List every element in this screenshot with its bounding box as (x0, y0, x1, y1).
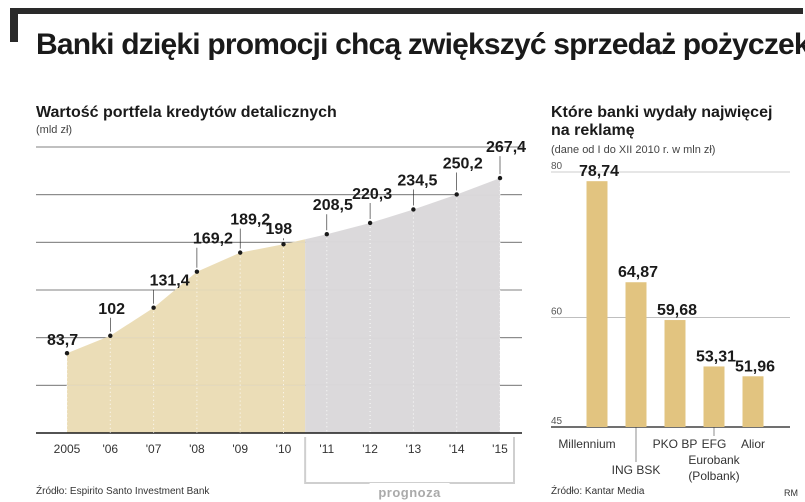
y-tick-label: 80 (551, 161, 563, 172)
x-tick-label: '15 (492, 442, 508, 456)
x-tick-label: '14 (449, 442, 465, 456)
value-label: 189,2 (230, 212, 270, 229)
x-tick-label: '06 (102, 442, 118, 456)
x-tick-label: '08 (189, 442, 205, 456)
data-point (498, 176, 502, 180)
value-label: 83,7 (47, 332, 78, 349)
value-label: 234,5 (397, 172, 437, 189)
data-point (195, 269, 199, 273)
value-label: 208,5 (313, 197, 353, 214)
bar-category-label: PKO BP (653, 437, 698, 451)
ads-source: Źródło: Kantar Media (551, 486, 644, 497)
bar-value-label: 53,31 (696, 348, 736, 365)
x-tick-label: 2005 (54, 442, 81, 456)
value-label: 102 (98, 301, 125, 318)
data-point (325, 232, 329, 236)
y-tick-label: 45 (551, 416, 563, 427)
bar (665, 320, 686, 427)
bar-value-label: 59,68 (657, 302, 697, 319)
portfolio-source: Źródło: Espirito Santo Investment Bank (36, 486, 209, 497)
bar-category-label: (Polbank) (688, 469, 739, 483)
data-point (281, 242, 285, 246)
area-forecast (305, 178, 500, 433)
bar-category-label: Eurobank (688, 453, 740, 467)
value-label: 131,4 (150, 273, 190, 290)
charts-canvas: 83,7 2005 102 '06 131,4 '07 169,2 '08 189,2 '09 19… (0, 0, 805, 502)
bar-category-label: Alior (741, 437, 765, 451)
value-label: 169,2 (193, 231, 233, 248)
bar-category-label: Millennium (558, 437, 615, 451)
bar (743, 376, 764, 427)
data-point (65, 351, 69, 355)
y-tick-label: 60 (551, 307, 563, 318)
bar-value-label: 51,96 (735, 358, 775, 375)
value-label: 220,3 (352, 186, 392, 203)
x-tick-label: '10 (276, 442, 292, 456)
bar (704, 366, 725, 427)
bar-category-label: EFG (702, 437, 727, 451)
x-tick-label: '13 (406, 442, 422, 456)
forecast-label: prognoza (378, 485, 441, 500)
data-point (151, 306, 155, 310)
bar-value-label: 64,87 (618, 264, 658, 281)
bar (626, 282, 647, 427)
data-point (108, 334, 112, 338)
value-label: 250,2 (443, 155, 483, 172)
bar (587, 181, 608, 427)
bar-value-label: 78,74 (579, 163, 619, 180)
data-point (411, 207, 415, 211)
data-point (455, 192, 459, 196)
x-tick-label: '09 (232, 442, 248, 456)
x-tick-label: '11 (319, 442, 334, 456)
data-point (238, 250, 242, 254)
value-label: 267,4 (486, 139, 526, 156)
area-actual (67, 239, 305, 433)
x-tick-label: '07 (146, 442, 162, 456)
value-label: 198 (266, 221, 293, 238)
x-tick-label: '12 (362, 442, 378, 456)
credit-mark: RM (784, 488, 798, 498)
data-point (368, 221, 372, 225)
bar-category-label: ING BSK (612, 463, 661, 477)
